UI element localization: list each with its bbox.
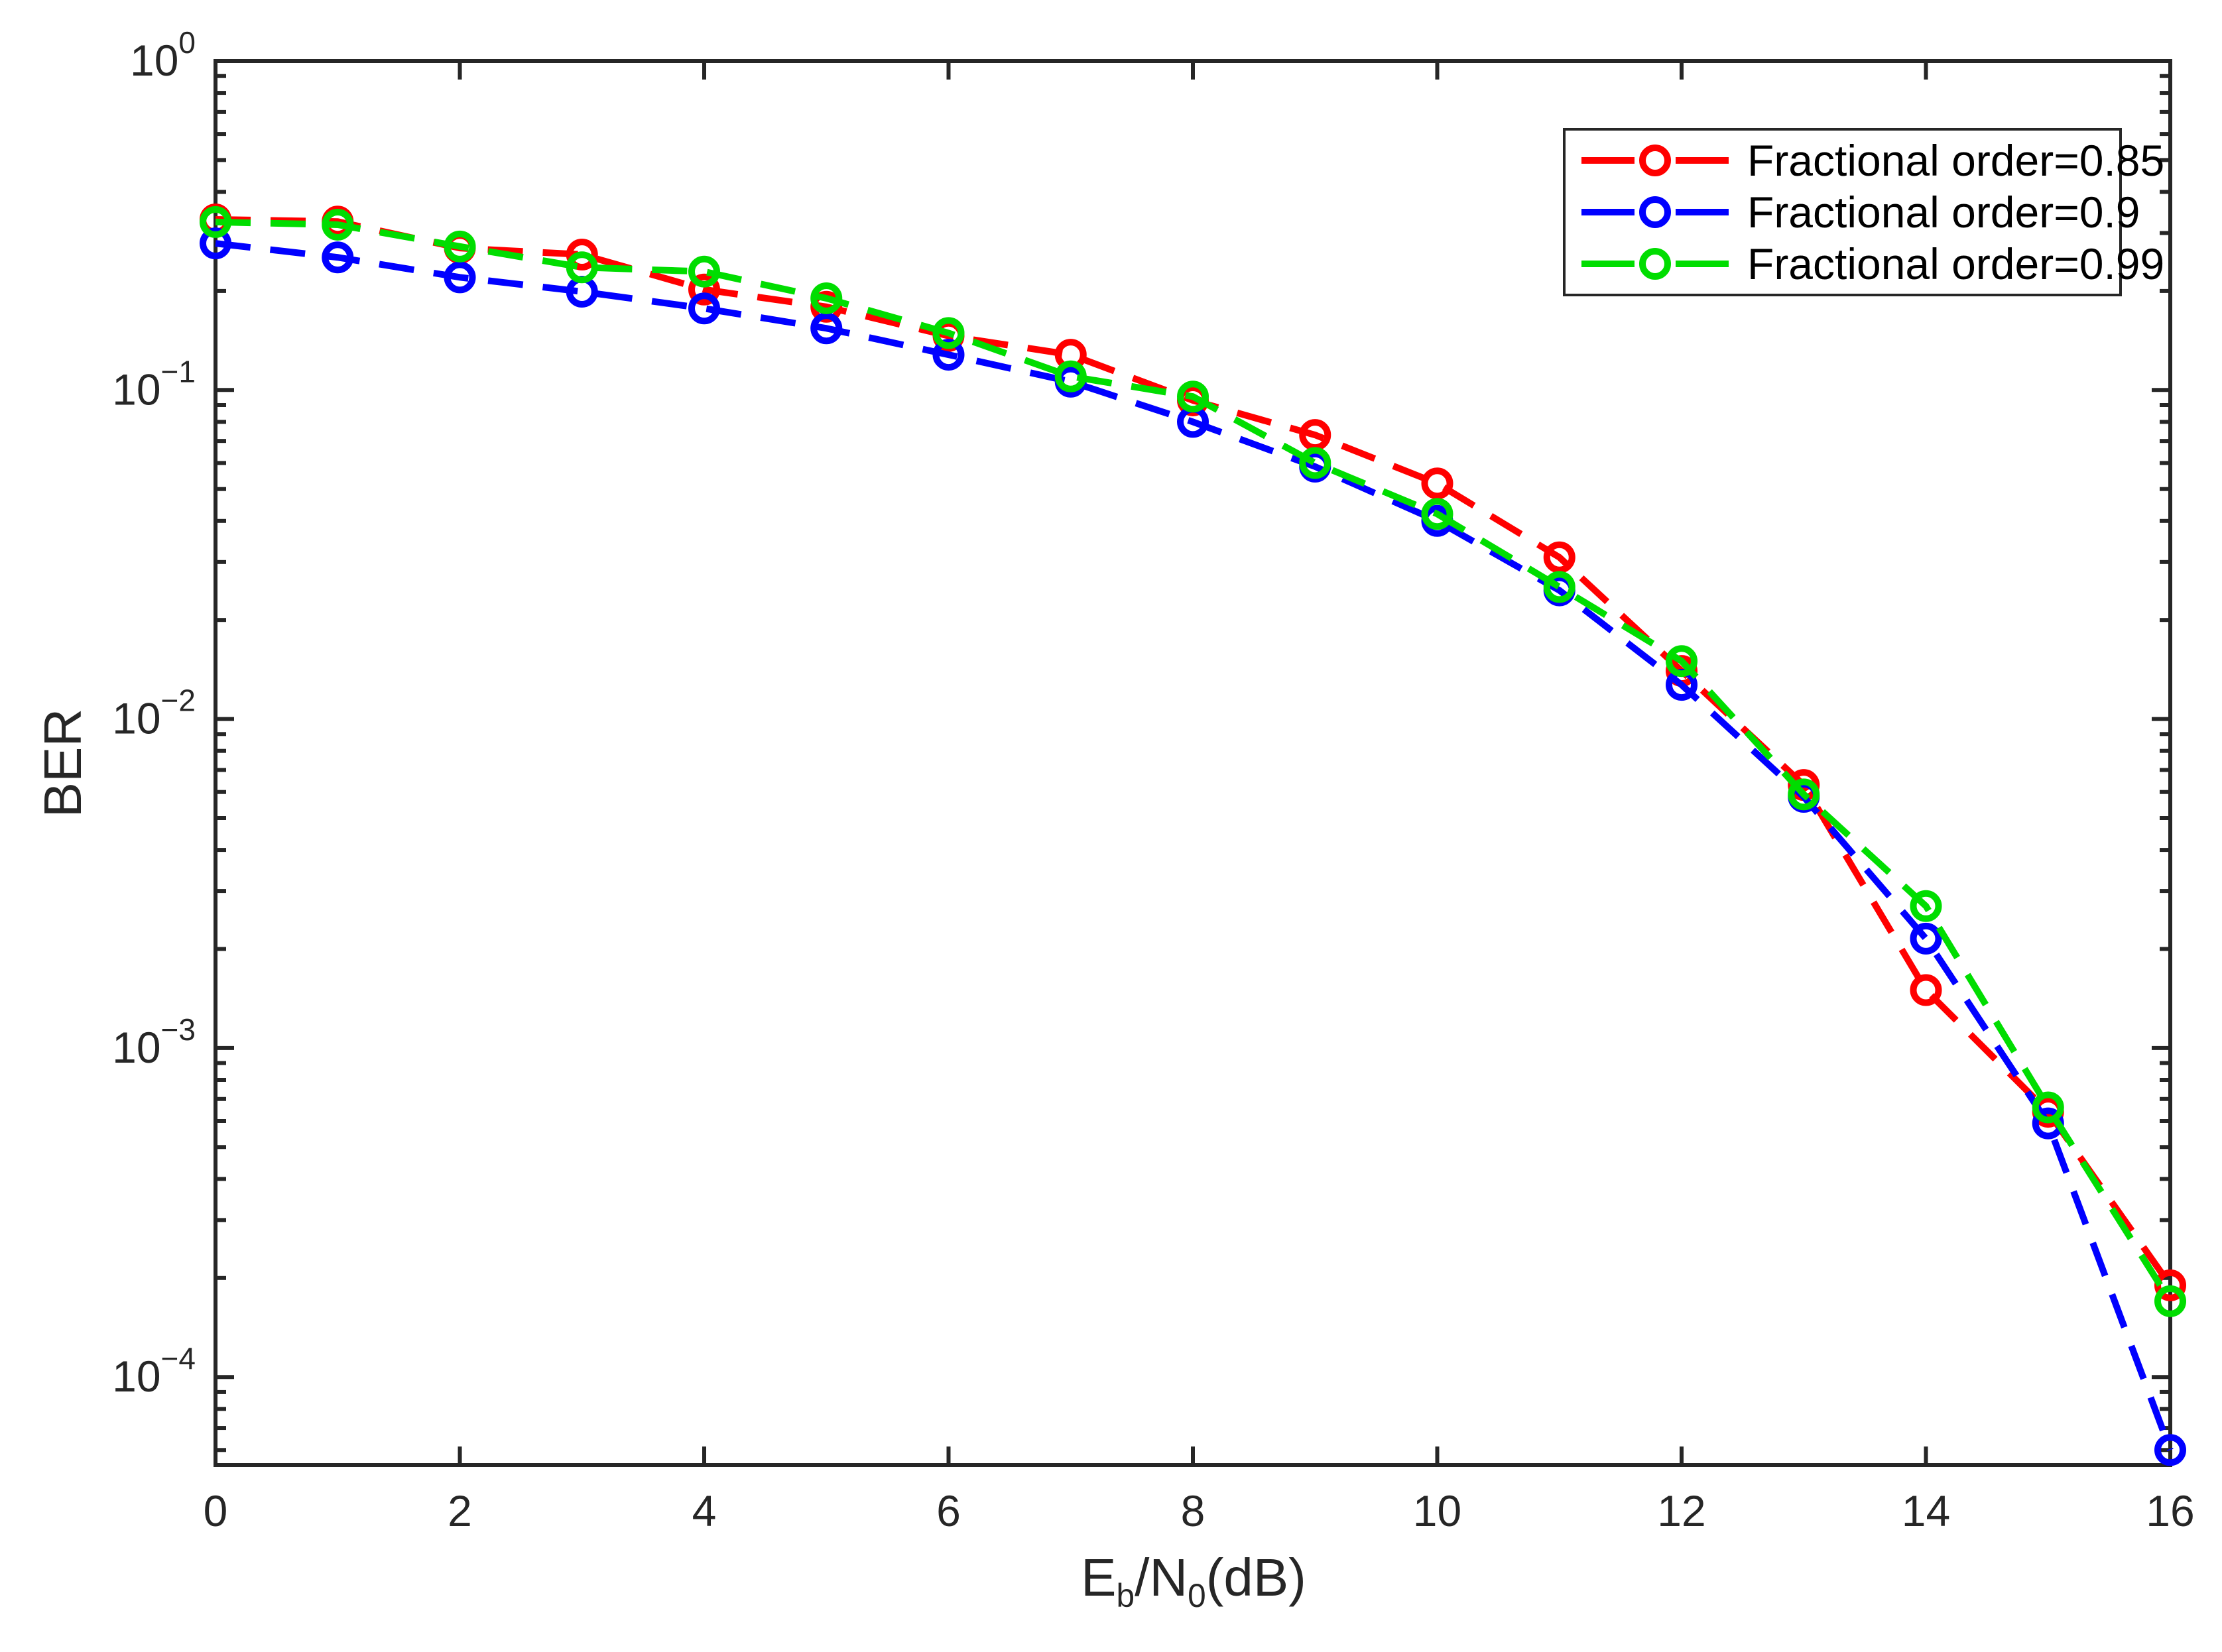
x-tick-label: 10 <box>1413 1486 1461 1535</box>
y-tick-label: 10−3 <box>112 1012 196 1072</box>
data-point-marker <box>566 239 598 271</box>
data-point-marker <box>1910 890 1942 922</box>
data-point-marker <box>1299 447 1331 479</box>
legend-label: Fractional order=0.99 <box>1747 239 2165 288</box>
x-tick-label: 8 <box>1181 1486 1205 1535</box>
data-point-marker <box>444 230 476 263</box>
data-point-marker <box>1421 498 1453 530</box>
series-line-2 <box>215 218 2174 1303</box>
x-tick-label: 4 <box>692 1486 717 1535</box>
data-point-marker <box>322 208 354 241</box>
x-tick-label: 6 <box>936 1486 961 1535</box>
x-tick-label: 0 <box>204 1486 228 1535</box>
legend-label: Fractional order=0.85 <box>1747 136 2165 185</box>
legend-line-marker-icon <box>1581 196 1729 228</box>
data-point-marker <box>2154 1285 2186 1317</box>
x-axis-title-part: E <box>1081 1548 1117 1607</box>
data-point-marker <box>200 227 231 260</box>
y-axis-title: BER <box>33 708 92 818</box>
data-point-marker <box>1421 467 1453 500</box>
data-point-marker <box>932 317 965 349</box>
legend-line-marker-icon <box>1581 145 1729 176</box>
data-point-marker <box>688 292 720 325</box>
x-tick-label: 16 <box>2146 1486 2194 1535</box>
legend-line-marker-icon <box>1581 248 1729 280</box>
data-point-marker <box>2154 1434 2186 1466</box>
x-axis-title-part: /N <box>1135 1548 1188 1607</box>
legend-item: Fractional order=0.99 <box>1566 239 2164 289</box>
data-point-marker <box>1910 922 1942 955</box>
data-point-marker <box>932 339 965 371</box>
legend-label: Fractional order=0.9 <box>1747 188 2140 237</box>
x-axis-title-part: (dB) <box>1205 1548 1306 1607</box>
data-point-marker <box>1543 571 1575 603</box>
x-tick-label: 14 <box>1902 1486 1950 1535</box>
legend: Fractional order=0.85 Fractional order=0… <box>1563 128 2164 296</box>
x-axis-title-sub-b: b <box>1116 1577 1135 1614</box>
series-line-1 <box>215 240 2174 1452</box>
data-point-marker <box>1543 541 1575 573</box>
y-tick-label: 10−4 <box>112 1341 196 1401</box>
data-point-marker <box>1788 778 1820 811</box>
legend-item: Fractional order=0.85 <box>1566 135 2164 186</box>
x-tick-label: 2 <box>448 1486 472 1535</box>
data-point-marker <box>2032 1091 2064 1124</box>
y-tick-label: 10−2 <box>112 683 196 743</box>
y-tick-label: 100 <box>130 25 196 85</box>
data-point-marker <box>688 255 720 288</box>
x-axis-title-sub-0: 0 <box>1188 1577 1206 1614</box>
data-point-marker <box>688 273 720 306</box>
x-axis-title: Eb/N0(dB) <box>1081 1547 1306 1615</box>
data-point-marker <box>566 251 598 284</box>
data-point-marker <box>810 312 843 345</box>
data-point-marker <box>1910 974 1942 1006</box>
data-point-marker <box>1054 360 1087 392</box>
data-point-marker <box>810 282 843 314</box>
data-point-marker <box>322 241 354 274</box>
data-point-marker <box>1177 381 1209 413</box>
series-line-0 <box>215 215 2174 1287</box>
data-point-marker <box>1666 645 1697 678</box>
legend-item: Fractional order=0.9 <box>1566 187 2140 237</box>
y-tick-label: 10−1 <box>112 354 196 414</box>
data-point-marker <box>444 261 476 294</box>
x-tick-label: 12 <box>1657 1486 1705 1535</box>
data-point-marker <box>200 206 231 238</box>
